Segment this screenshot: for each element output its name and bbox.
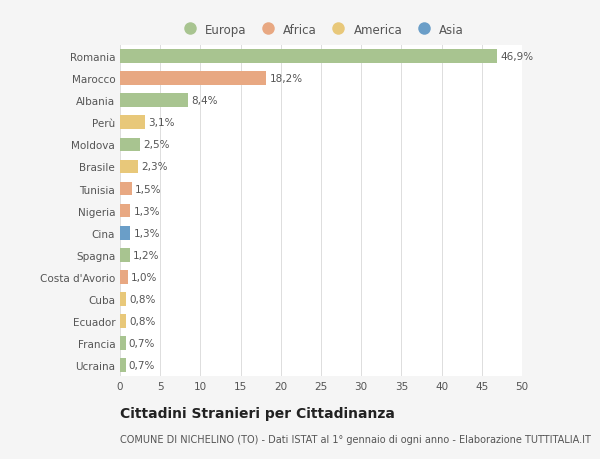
Text: 46,9%: 46,9% — [500, 52, 533, 62]
Bar — [120, 270, 128, 284]
Bar — [120, 182, 132, 196]
Text: 0,7%: 0,7% — [129, 360, 155, 370]
Text: 2,5%: 2,5% — [143, 140, 170, 150]
Bar — [120, 72, 266, 86]
Text: Cittadini Stranieri per Cittadinanza: Cittadini Stranieri per Cittadinanza — [120, 406, 395, 420]
Text: 1,3%: 1,3% — [134, 206, 160, 216]
Bar — [120, 226, 130, 240]
Text: 1,2%: 1,2% — [133, 250, 160, 260]
Text: 1,3%: 1,3% — [134, 228, 160, 238]
Bar — [120, 160, 139, 174]
Text: 18,2%: 18,2% — [269, 74, 302, 84]
Legend: Europa, Africa, America, Asia: Europa, Africa, America, Asia — [173, 19, 469, 41]
Text: COMUNE DI NICHELINO (TO) - Dati ISTAT al 1° gennaio di ogni anno - Elaborazione : COMUNE DI NICHELINO (TO) - Dati ISTAT al… — [120, 434, 591, 444]
Text: 0,8%: 0,8% — [130, 316, 156, 326]
Bar — [120, 116, 145, 130]
Bar — [120, 292, 127, 306]
Bar — [120, 314, 127, 328]
Text: 1,0%: 1,0% — [131, 272, 158, 282]
Bar — [120, 358, 125, 372]
Bar — [120, 336, 125, 350]
Text: 1,5%: 1,5% — [135, 184, 162, 194]
Text: 0,7%: 0,7% — [129, 338, 155, 348]
Text: 8,4%: 8,4% — [191, 96, 217, 106]
Bar — [120, 94, 188, 108]
Bar — [120, 50, 497, 64]
Bar — [120, 138, 140, 152]
Text: 0,8%: 0,8% — [130, 294, 156, 304]
Bar — [120, 204, 130, 218]
Text: 2,3%: 2,3% — [142, 162, 168, 172]
Text: 3,1%: 3,1% — [148, 118, 175, 128]
Bar — [120, 248, 130, 262]
